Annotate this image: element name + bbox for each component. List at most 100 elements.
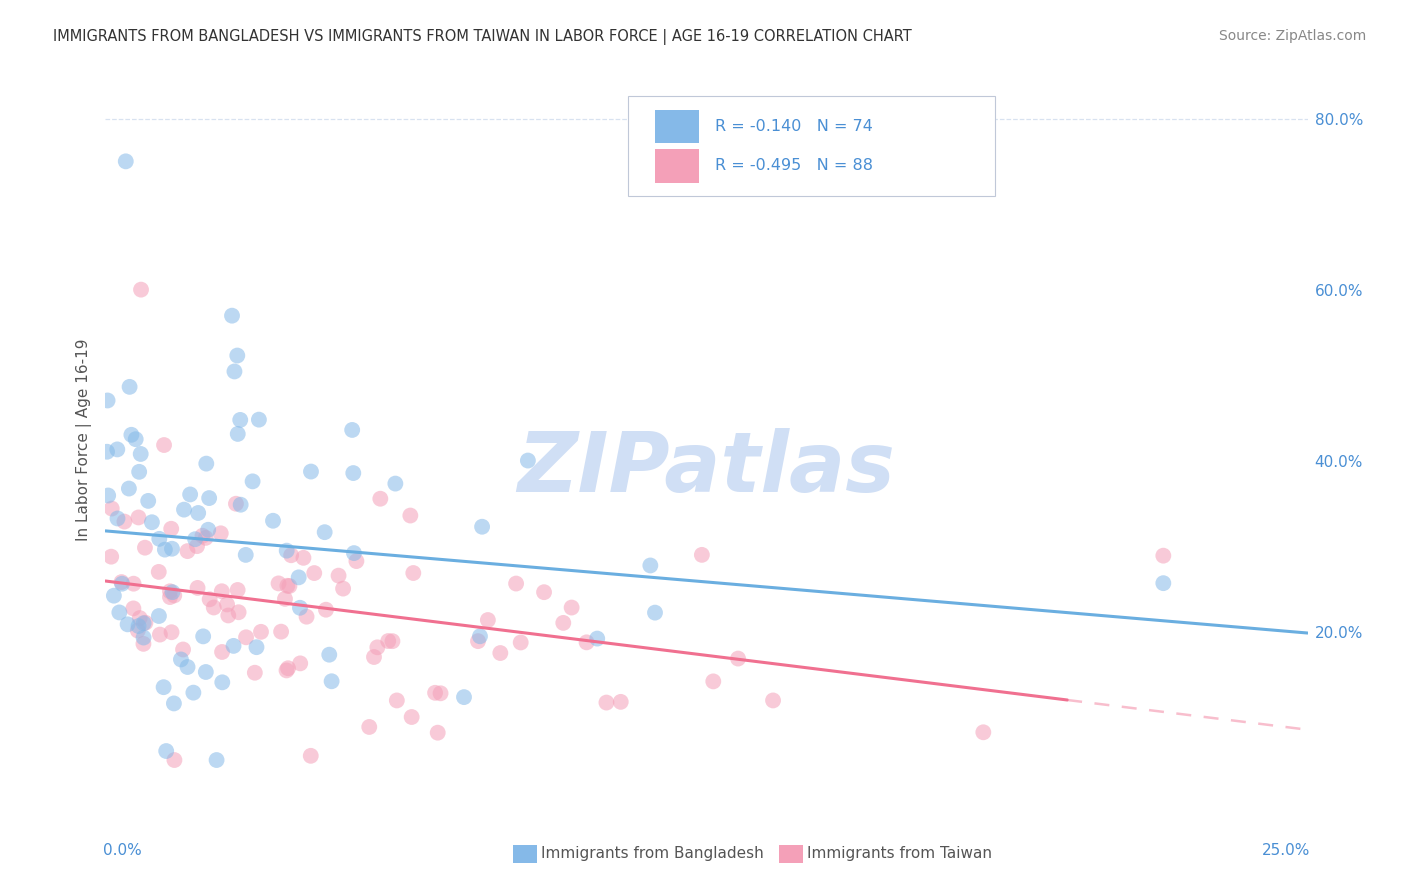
Point — [235, 630, 257, 644]
Text: Immigrants from Taiwan: Immigrants from Taiwan — [807, 847, 993, 861]
Point — [176, 660, 198, 674]
Point — [477, 613, 499, 627]
Point — [198, 491, 221, 505]
Point — [141, 515, 163, 529]
Point — [280, 548, 302, 562]
Point — [344, 554, 367, 568]
Point — [183, 686, 205, 700]
Point — [187, 506, 209, 520]
Point — [318, 648, 340, 662]
Point — [122, 576, 145, 591]
Point — [127, 624, 149, 638]
Point — [97, 488, 120, 502]
Point — [193, 629, 215, 643]
Point — [489, 646, 512, 660]
Point — [129, 283, 152, 297]
Point — [299, 465, 322, 479]
Point — [226, 582, 249, 597]
Point — [184, 532, 207, 546]
Point — [97, 393, 120, 408]
Point — [553, 615, 575, 630]
Point — [304, 566, 326, 580]
Point — [690, 548, 713, 562]
Point — [211, 675, 233, 690]
Point — [226, 349, 249, 363]
Point — [368, 491, 391, 506]
Point — [128, 465, 150, 479]
Point — [243, 665, 266, 680]
Point — [224, 364, 246, 378]
Point — [399, 508, 422, 523]
Point — [292, 550, 315, 565]
Point — [194, 531, 217, 545]
Point — [111, 576, 134, 591]
Point — [401, 710, 423, 724]
Point — [315, 603, 337, 617]
Point — [205, 753, 228, 767]
Point — [270, 624, 292, 639]
Point — [468, 629, 491, 643]
Point — [505, 576, 527, 591]
Point — [125, 432, 148, 446]
Point — [170, 652, 193, 666]
Point — [132, 616, 155, 631]
Point — [384, 476, 406, 491]
Point — [132, 631, 155, 645]
Point — [972, 725, 994, 739]
Point — [160, 522, 183, 536]
Point — [245, 640, 267, 655]
Point — [172, 642, 194, 657]
Point — [366, 640, 388, 655]
Point — [148, 565, 170, 579]
Point — [262, 514, 284, 528]
Point — [110, 575, 132, 590]
Point — [195, 457, 218, 471]
Point — [159, 584, 181, 599]
Text: 0.0%: 0.0% — [103, 843, 142, 858]
Point — [118, 482, 141, 496]
Point — [288, 600, 311, 615]
Point — [250, 624, 273, 639]
Point — [287, 570, 309, 584]
Point — [129, 447, 152, 461]
Text: IMMIGRANTS FROM BANGLADESH VS IMMIGRANTS FROM TAIWAN IN LABOR FORCE | AGE 16-19 : IMMIGRANTS FROM BANGLADESH VS IMMIGRANTS… — [53, 29, 912, 45]
Point — [105, 442, 128, 457]
Point — [276, 579, 298, 593]
Point — [426, 725, 449, 739]
Point — [194, 665, 217, 679]
Point — [229, 498, 252, 512]
Text: Immigrants from Bangladesh: Immigrants from Bangladesh — [541, 847, 763, 861]
Point — [152, 680, 174, 694]
Point — [107, 511, 129, 525]
Point — [299, 748, 322, 763]
Point — [359, 720, 381, 734]
Point — [533, 585, 555, 599]
Point — [112, 515, 135, 529]
Point — [429, 686, 451, 700]
Point — [640, 558, 662, 573]
Point — [100, 501, 122, 516]
Point — [595, 696, 617, 710]
Point — [211, 584, 233, 599]
Point — [159, 590, 181, 604]
Point — [222, 639, 245, 653]
Point — [225, 497, 247, 511]
Point — [136, 494, 159, 508]
Point — [516, 453, 538, 467]
Point — [148, 532, 170, 546]
Point — [176, 544, 198, 558]
Point — [274, 591, 297, 606]
Point — [173, 502, 195, 516]
Point — [117, 617, 139, 632]
Point — [134, 541, 156, 555]
Point — [215, 598, 238, 612]
Y-axis label: In Labor Force | Age 16-19: In Labor Force | Age 16-19 — [76, 338, 91, 541]
Point — [191, 529, 214, 543]
Point — [278, 579, 301, 593]
Point — [187, 581, 209, 595]
Point — [702, 674, 724, 689]
Point — [228, 605, 250, 619]
Point — [267, 576, 290, 591]
Point — [155, 744, 177, 758]
Point — [198, 592, 221, 607]
